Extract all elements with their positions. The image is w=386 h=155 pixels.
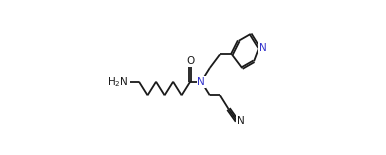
Text: N: N	[197, 77, 205, 87]
Text: H$_2$N: H$_2$N	[107, 75, 129, 89]
Text: O: O	[186, 56, 194, 66]
Text: N: N	[237, 116, 245, 126]
Text: N: N	[259, 43, 267, 53]
